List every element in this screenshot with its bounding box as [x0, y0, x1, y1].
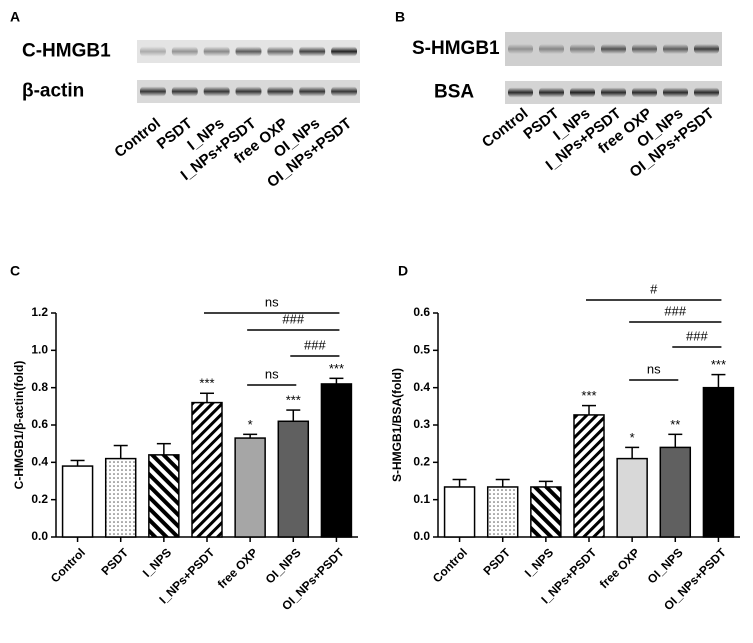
bar: [320, 383, 353, 538]
significance: ***: [581, 388, 596, 403]
x-tick-label: free OXP: [215, 545, 261, 591]
y-tick-label: 0.1: [413, 492, 430, 506]
panel-label: A: [10, 9, 20, 25]
blot-band: [601, 44, 626, 54]
significance: ***: [711, 357, 726, 372]
x-tick-label: OI_NPS: [263, 545, 304, 586]
y-tick-label: 0.2: [413, 455, 430, 469]
y-tick-label: 0.3: [413, 417, 430, 431]
blot-band: [203, 46, 230, 57]
blot-band: [539, 44, 564, 54]
blot-band: [508, 87, 533, 98]
blot-band: [331, 86, 357, 97]
blot-band: [601, 87, 626, 98]
blot-row-label: BSA: [434, 82, 474, 103]
bracket-label: ###: [664, 303, 686, 318]
blot-band: [508, 44, 533, 54]
blot-band: [267, 46, 294, 57]
panel-label: D: [398, 263, 408, 279]
bar: [191, 401, 223, 538]
blot-band: [171, 86, 198, 97]
significance: *: [630, 430, 635, 445]
bar: [61, 465, 94, 538]
x-tick-label: PSDT: [99, 545, 132, 578]
significance: ***: [329, 361, 344, 376]
blot-row-label: C-HMGB1: [22, 41, 111, 62]
y-tick-label: 0.6: [413, 305, 430, 319]
blot-band: [140, 46, 166, 57]
significance: **: [670, 417, 680, 432]
y-tick-label: 0.4: [413, 380, 430, 394]
y-tick-label: 0.6: [31, 417, 48, 431]
y-tick-label: 1.2: [31, 305, 48, 319]
y-tick-label: 0.8: [31, 380, 48, 394]
y-axis-label: S-HMGB1/BSA(fold): [390, 368, 404, 482]
blot-band: [267, 86, 294, 97]
bracket-label: ###: [282, 311, 304, 326]
bar: [486, 486, 519, 538]
blot-band: [694, 87, 719, 98]
bracket-label: #: [650, 281, 658, 296]
significance: *: [248, 417, 253, 432]
y-tick-label: 0.0: [31, 529, 48, 543]
blot-row-label: S-HMGB1: [412, 38, 500, 59]
bar: [659, 446, 692, 538]
y-tick-label: 1.0: [31, 343, 48, 357]
blot-band: [171, 46, 198, 57]
blot-row-label: β-actin: [22, 81, 84, 102]
blot-band: [299, 46, 326, 57]
blot-band: [632, 44, 657, 54]
bar: [530, 486, 562, 538]
blot-band: [663, 87, 688, 98]
x-tick-label: PSDT: [481, 545, 514, 578]
blot-band: [331, 46, 357, 57]
x-tick-label: Control: [430, 545, 470, 585]
y-tick-label: 0.5: [413, 343, 430, 357]
x-tick-label: OI_NPS: [645, 545, 686, 586]
x-tick-label: I_NPS: [140, 545, 174, 579]
blot-band: [570, 44, 595, 54]
blot-band: [632, 87, 657, 98]
bar: [616, 457, 648, 538]
blot-band: [140, 86, 166, 97]
bracket-label: ###: [686, 328, 708, 343]
blot-band: [235, 86, 262, 97]
significance: ***: [286, 393, 301, 408]
blot-band: [539, 87, 564, 98]
bracket-label: ###: [304, 337, 326, 352]
y-tick-label: 0.2: [31, 492, 48, 506]
bar: [443, 486, 476, 538]
bracket-label: ns: [647, 361, 661, 376]
bar: [104, 457, 137, 538]
blot-band: [663, 44, 688, 54]
blot-band: [299, 86, 326, 97]
blot-band: [570, 87, 595, 98]
significance: ***: [199, 376, 214, 391]
x-tick-label: Control: [48, 545, 88, 585]
panel-label: C: [10, 263, 20, 279]
x-tick-label: I_NPS: [522, 545, 556, 579]
bar: [234, 437, 266, 538]
blot-band: [203, 86, 230, 97]
bar: [573, 414, 605, 538]
bar: [702, 386, 735, 538]
x-tick-label: free OXP: [597, 545, 643, 591]
y-tick-label: 0.0: [413, 529, 430, 543]
blot-band: [235, 46, 262, 57]
y-axis-label: C-HMGB1/β-actin(fold): [12, 361, 26, 490]
panel-label: B: [395, 9, 405, 25]
y-tick-label: 0.4: [31, 455, 48, 469]
bracket-label: ns: [265, 366, 279, 381]
bar: [148, 454, 180, 538]
bracket-label: ns: [265, 294, 279, 309]
blot-band: [694, 44, 719, 54]
bar: [277, 420, 310, 538]
